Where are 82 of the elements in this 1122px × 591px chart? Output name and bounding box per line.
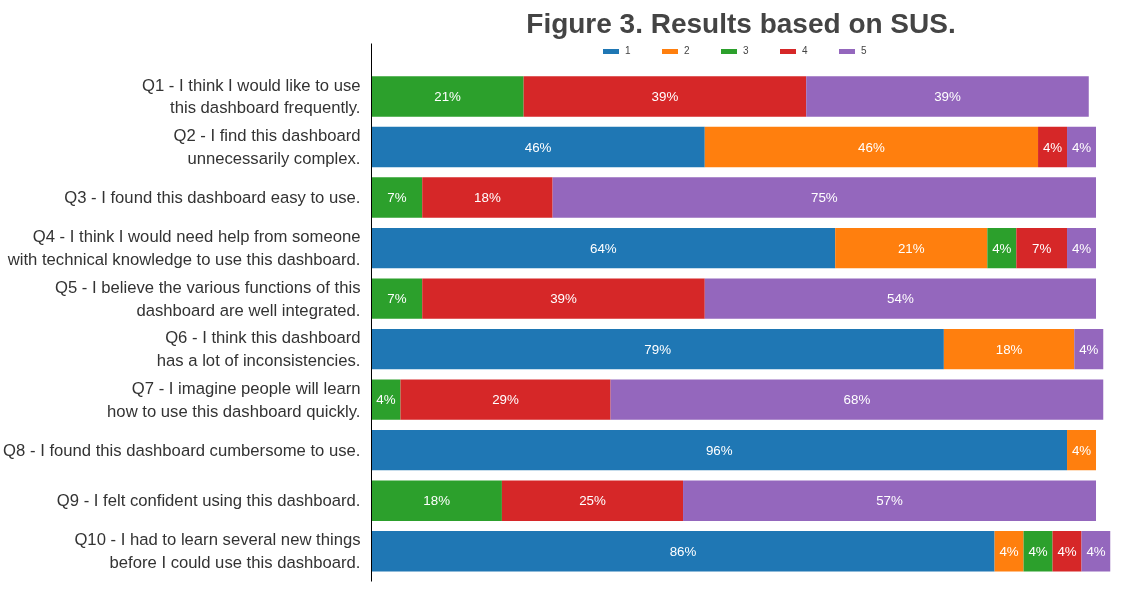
bar <box>683 480 1097 521</box>
data-label: 4% <box>1071 442 1092 458</box>
y-tick-label: Q9 - I felt confident using this dashboard. <box>56 491 361 511</box>
data-label: 46% <box>858 139 885 155</box>
bar <box>1052 530 1082 572</box>
bar <box>1038 126 1068 168</box>
y-tick-label: Q6 - I think this dashboard has a lot of inconsistencies. <box>156 328 361 371</box>
data-label: 4% <box>376 392 396 408</box>
data-label: 57% <box>876 493 904 509</box>
data-label: 18% <box>995 341 1023 357</box>
data-label: 4% <box>1086 543 1106 559</box>
data-label: 21% <box>897 240 925 256</box>
data-label: 7% <box>1032 240 1052 256</box>
data-label: 4% <box>1028 543 1048 559</box>
data-label: 18% <box>423 493 451 509</box>
bar <box>806 76 1089 117</box>
bar <box>371 227 836 269</box>
data-label: 79% <box>644 341 672 357</box>
bar <box>1067 429 1097 471</box>
bar <box>1016 227 1068 269</box>
data-label: 21% <box>434 89 462 105</box>
data-label: 39% <box>550 291 577 307</box>
data-label: 75% <box>810 190 838 206</box>
bar <box>400 379 611 420</box>
data-label: 64% <box>590 240 617 256</box>
data-label: 46% <box>524 139 552 155</box>
data-label: 18% <box>474 190 501 206</box>
bar <box>835 227 988 269</box>
data-label: 4% <box>999 543 1019 559</box>
bar <box>943 328 1075 370</box>
legend-label: 3 <box>743 45 750 56</box>
legend-label: 5 <box>861 45 868 56</box>
data-label: 96% <box>705 442 733 458</box>
y-tick-label: Q4 - I think I would need help from someone with technical knowledge to use this dashboard. <box>6 227 361 269</box>
bar <box>552 177 1097 218</box>
bar <box>987 227 1017 269</box>
bar <box>371 278 423 319</box>
bar <box>371 126 705 168</box>
y-tick-label: Q1 - I think I would like to use this dashboard frequently. <box>142 75 361 118</box>
bar <box>501 480 684 521</box>
y-tick-label: Q2 - I find this dashboard unnecessarily complex. <box>173 126 361 168</box>
chart-title: Figure 3. Results based on SUS. <box>526 7 956 39</box>
bar <box>422 177 553 218</box>
data-label: 4% <box>1079 341 1099 357</box>
data-label: 86% <box>669 543 697 559</box>
data-label: 4% <box>1042 139 1063 155</box>
y-tick-label: Q7 - I imagine people will learn how to use this dashboard quickly. <box>107 378 361 421</box>
bar <box>371 480 502 521</box>
data-label: 25% <box>579 493 606 509</box>
bar <box>1067 227 1097 269</box>
legend-label: 2 <box>684 45 691 56</box>
bar <box>371 530 995 572</box>
bar <box>1067 126 1097 168</box>
legend-label: 4 <box>802 45 809 56</box>
bar <box>371 76 524 117</box>
legend-label: 1 <box>625 45 632 56</box>
y-tick-label: Q8 - I found this dashboard cumbersome to use. <box>3 440 361 460</box>
bar <box>371 328 944 370</box>
bar <box>704 126 1039 168</box>
bar <box>371 429 1068 471</box>
data-label: 39% <box>651 89 679 105</box>
y-tick-label: Q5 - I believe the various functions of this dashboard are well integrated. <box>54 277 361 320</box>
bar <box>610 379 1104 420</box>
bar <box>994 530 1024 572</box>
data-label: 4% <box>1057 543 1077 559</box>
bar <box>422 278 705 319</box>
data-label: 7% <box>387 190 407 206</box>
data-label: 4% <box>1071 240 1092 256</box>
bar <box>1074 328 1104 370</box>
bar <box>523 76 807 117</box>
bar <box>704 278 1097 319</box>
data-label: 68% <box>843 392 871 408</box>
y-tick-label: Q10 - I had to learn several new things before I could use this dashboard. <box>74 530 361 573</box>
data-label: 39% <box>934 89 961 105</box>
data-label: 4% <box>1071 139 1092 155</box>
y-tick-label: Q3 - I found this dashboard easy to use. <box>64 188 361 208</box>
data-label: 29% <box>492 392 520 408</box>
data-label: 54% <box>887 291 914 307</box>
bar <box>1023 530 1053 572</box>
data-label: 4% <box>992 240 1012 256</box>
bar <box>371 177 423 218</box>
data-label: 7% <box>387 291 407 307</box>
